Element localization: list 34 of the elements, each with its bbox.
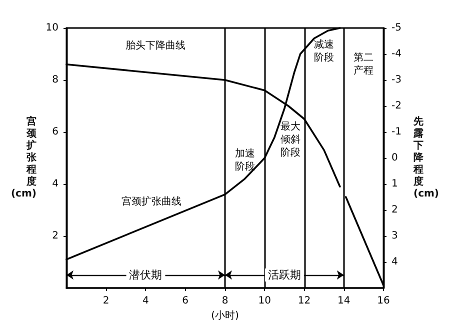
annotation: 胎头下降曲线: [126, 40, 186, 52]
x-tick-label: 2: [102, 296, 110, 306]
y2-tick-label: 1: [392, 178, 398, 190]
y2-tick-label: -2: [392, 100, 402, 112]
y2-tick-label: -4: [392, 48, 402, 60]
y2-tick-label: -1: [392, 126, 402, 138]
x-tick-label: 16: [377, 296, 390, 306]
y-tick-label: 6: [52, 126, 58, 138]
annotation: 减速阶段: [314, 38, 334, 64]
annotation: 活跃期: [268, 268, 301, 282]
x-tick-label: 14: [338, 296, 350, 306]
y-tick-label: 10: [46, 22, 58, 34]
x-tick-label: 8: [222, 296, 228, 306]
annotation: 最大倾斜阶段: [280, 120, 300, 158]
annotation: 宫颈扩张曲线: [122, 196, 182, 208]
x-tick-label: 4: [142, 296, 149, 306]
y2-axis-title: 先露下降程度 (cm): [412, 116, 440, 200]
y2-tick-label: -5: [392, 22, 402, 34]
y-axis-title: 宫颈扩张程度 (cm): [10, 116, 38, 200]
y-tick-label: 8: [52, 74, 58, 86]
annotation: 潜伏期: [129, 268, 162, 282]
y2-tick-label: 2: [392, 204, 398, 216]
x-axis-title: (小时): [211, 309, 239, 322]
y2-tick-label: 0: [392, 152, 398, 164]
x-tick-label: 12: [298, 296, 311, 306]
y-tick-label: 2: [52, 230, 58, 242]
y2-tick-label: 4: [392, 256, 398, 268]
y2-tick-label: 3: [392, 230, 398, 242]
x-tick-label: 6: [182, 296, 189, 306]
y-tick-label: 4: [52, 178, 58, 190]
x-tick-label: 10: [258, 296, 271, 306]
y2-tick-label: -3: [392, 74, 402, 86]
annotation: 第二产程: [354, 51, 374, 76]
annotation: 加速阶段: [234, 148, 255, 173]
